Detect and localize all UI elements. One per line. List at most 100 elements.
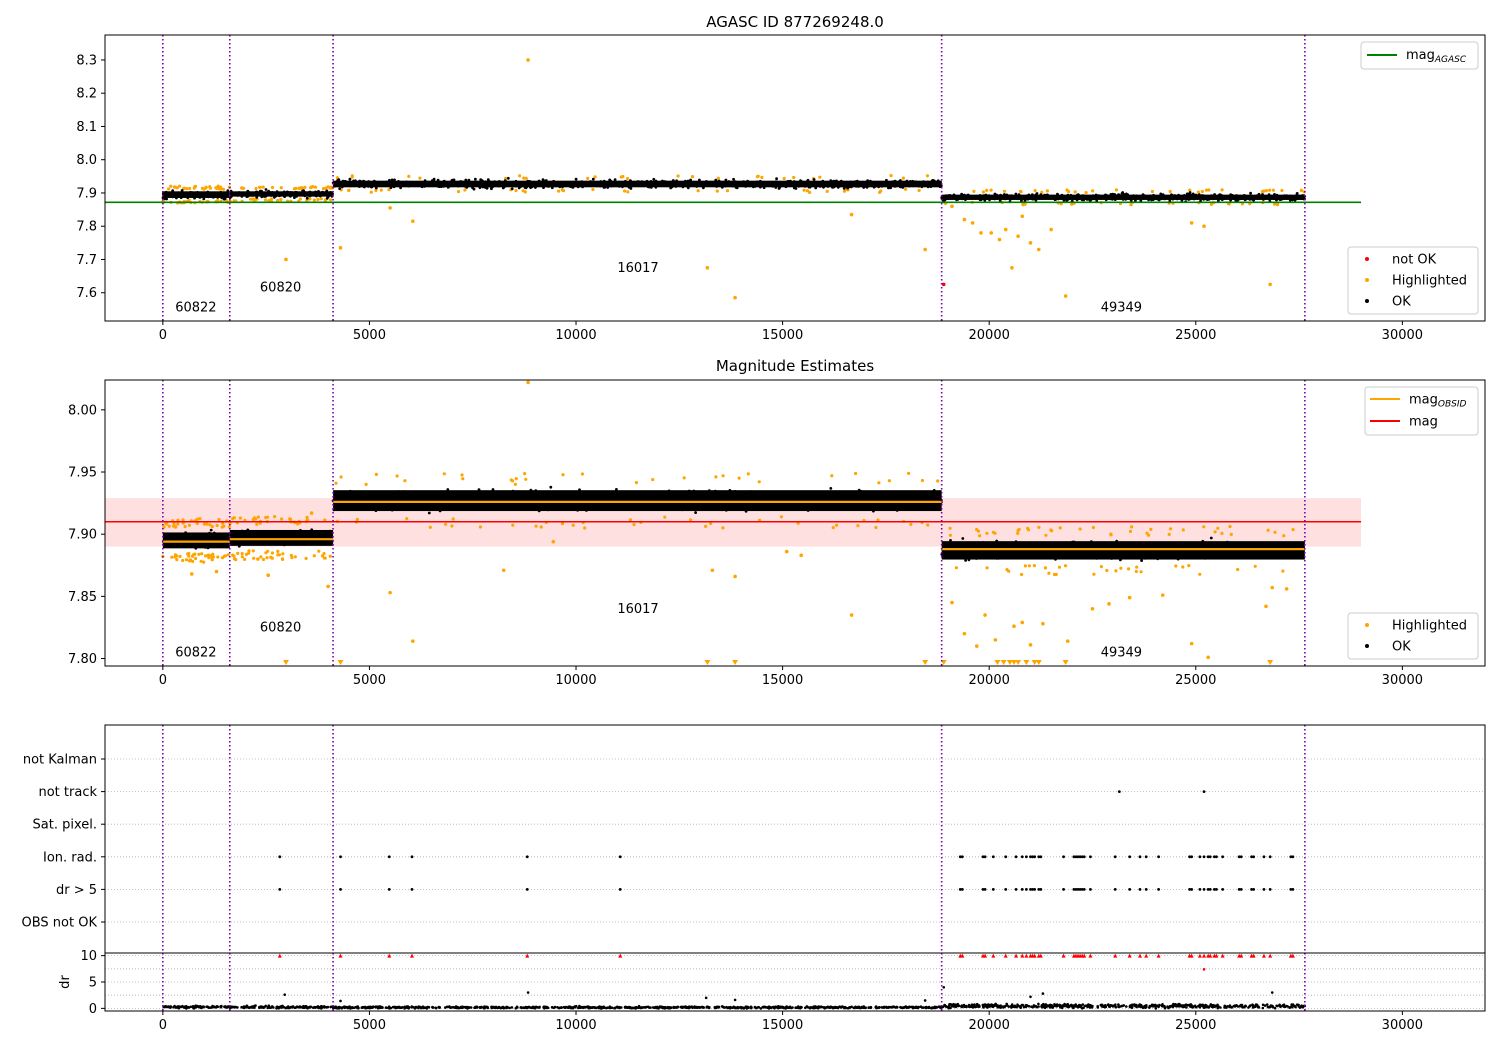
p2-ok-point bbox=[961, 542, 965, 545]
p2-highlighted-point bbox=[247, 549, 251, 553]
p2-ok-point bbox=[803, 504, 807, 508]
p1-ok-point bbox=[302, 189, 305, 193]
p1-ok-point bbox=[1258, 194, 1262, 198]
p2-ok-point bbox=[806, 494, 810, 497]
p1-ok-point bbox=[774, 186, 778, 189]
p1-ok-point bbox=[472, 181, 476, 185]
p1-ok-point bbox=[702, 183, 706, 187]
p1-ok-point bbox=[436, 178, 440, 182]
p2-ok-point bbox=[671, 497, 675, 500]
p1-ok-point bbox=[1275, 193, 1279, 197]
p2-highlighted-point bbox=[461, 477, 465, 481]
p2-highlighted-point bbox=[1273, 530, 1277, 534]
p1-highlighted-point bbox=[1091, 189, 1095, 193]
p1-ok-point bbox=[1080, 198, 1084, 202]
p1-ok-point bbox=[1234, 199, 1238, 202]
p4-dr-point bbox=[189, 1005, 193, 1009]
p2-highlighted-point bbox=[1281, 569, 1285, 573]
p2-ok-point bbox=[689, 507, 692, 511]
p1-ok-point bbox=[530, 182, 533, 186]
p2-ok-point bbox=[581, 497, 585, 501]
p1-highlighted-point bbox=[1018, 189, 1023, 193]
p1-ok-point bbox=[606, 186, 610, 189]
p1-ok-point bbox=[565, 184, 568, 187]
p2-ok-point bbox=[584, 494, 588, 498]
p1-ok-point bbox=[1128, 195, 1132, 199]
p2-highlighted-point bbox=[524, 477, 528, 481]
p1-ok-point bbox=[317, 190, 320, 193]
p1-ok-point bbox=[1264, 195, 1268, 199]
p1-ok-point bbox=[1027, 193, 1031, 197]
p2-highlighted-point bbox=[216, 555, 220, 559]
p1-ok-point bbox=[547, 185, 550, 188]
p1-highlighted-point bbox=[1040, 190, 1044, 194]
p2-ok-point bbox=[646, 505, 649, 509]
p2-ok-point bbox=[964, 544, 968, 548]
p1-ok-point bbox=[800, 180, 804, 184]
p2-ok-point bbox=[746, 496, 750, 499]
p2-ok-point bbox=[823, 494, 826, 498]
p2-highlighted-point bbox=[513, 482, 518, 486]
p1-ok-point bbox=[223, 197, 227, 201]
p2-ok-point bbox=[261, 532, 265, 535]
p2-ok-point bbox=[1084, 555, 1087, 559]
p2-ok-point bbox=[652, 507, 655, 511]
p2-ok-point bbox=[585, 509, 588, 512]
middle-chart-title: Magnitude Estimates bbox=[716, 357, 874, 375]
p1-ok-point bbox=[899, 179, 902, 182]
p2-ok-point bbox=[1129, 544, 1133, 548]
p1-ok-point bbox=[570, 182, 573, 186]
p1-ok-point bbox=[255, 195, 259, 199]
p2-highlighted-point bbox=[210, 524, 214, 529]
p1-ok-point bbox=[542, 186, 545, 190]
p2-highlighted-outlier bbox=[388, 590, 392, 595]
p1-ok-point bbox=[497, 184, 501, 188]
p1-ok-point bbox=[813, 182, 816, 185]
p2-ok-point bbox=[1080, 544, 1084, 548]
p1-ok-point bbox=[393, 178, 396, 182]
p3-flag-point bbox=[1291, 855, 1295, 859]
p2-highlighted-point bbox=[238, 516, 242, 520]
p2-ok-point bbox=[623, 496, 627, 500]
p2-highlighted-point bbox=[193, 552, 197, 556]
p1-ok-point bbox=[1171, 197, 1175, 201]
p2-ok-point bbox=[828, 495, 832, 499]
p2-ok-point bbox=[741, 494, 744, 498]
p1-ok-point bbox=[552, 179, 555, 183]
p2-ok-point bbox=[676, 491, 680, 495]
p2-highlighted-point bbox=[205, 522, 209, 526]
p2-ok-point bbox=[583, 505, 587, 509]
p2-ok-point bbox=[850, 497, 854, 501]
p1-ok-point bbox=[399, 186, 402, 190]
p1-ok-point bbox=[537, 183, 540, 187]
p1-ok-point bbox=[926, 185, 930, 189]
p1-ok-point bbox=[1092, 197, 1096, 201]
p1-highlighted-outlier bbox=[1003, 227, 1008, 232]
p2-ok-point bbox=[604, 502, 608, 506]
p2-ok-point bbox=[796, 496, 800, 500]
p2-highlighted-point bbox=[511, 523, 515, 527]
p2-ok-point bbox=[499, 507, 503, 511]
p2-ok-point bbox=[528, 493, 531, 497]
p3-flag-point bbox=[1208, 888, 1212, 891]
p1-ok-point bbox=[822, 185, 825, 189]
p3-flag-point bbox=[278, 855, 282, 859]
p2-ok-point bbox=[1181, 553, 1184, 557]
p2-highlighted-point bbox=[259, 555, 263, 559]
p2-ok-point bbox=[342, 496, 345, 500]
p1-ok-point bbox=[999, 196, 1002, 199]
p1-ok-point bbox=[1185, 197, 1189, 201]
p2-highlighted-point bbox=[1216, 526, 1220, 530]
p2-ok-point bbox=[961, 537, 965, 540]
p2-ok-point bbox=[1258, 551, 1262, 555]
p2-obsid-label: 16017 bbox=[617, 602, 658, 617]
p2-ok-point bbox=[735, 498, 739, 502]
p1-ok-point bbox=[308, 194, 312, 198]
p2-ok-point bbox=[842, 504, 845, 508]
p1-ok-point bbox=[1249, 191, 1252, 195]
p1-highlighted-point bbox=[1002, 189, 1007, 193]
p1-highlighted-point bbox=[379, 188, 383, 192]
p1-ok-point bbox=[747, 183, 751, 186]
p2-xtick-label: 5000 bbox=[353, 673, 386, 688]
p2-highlighted-point bbox=[277, 553, 281, 557]
